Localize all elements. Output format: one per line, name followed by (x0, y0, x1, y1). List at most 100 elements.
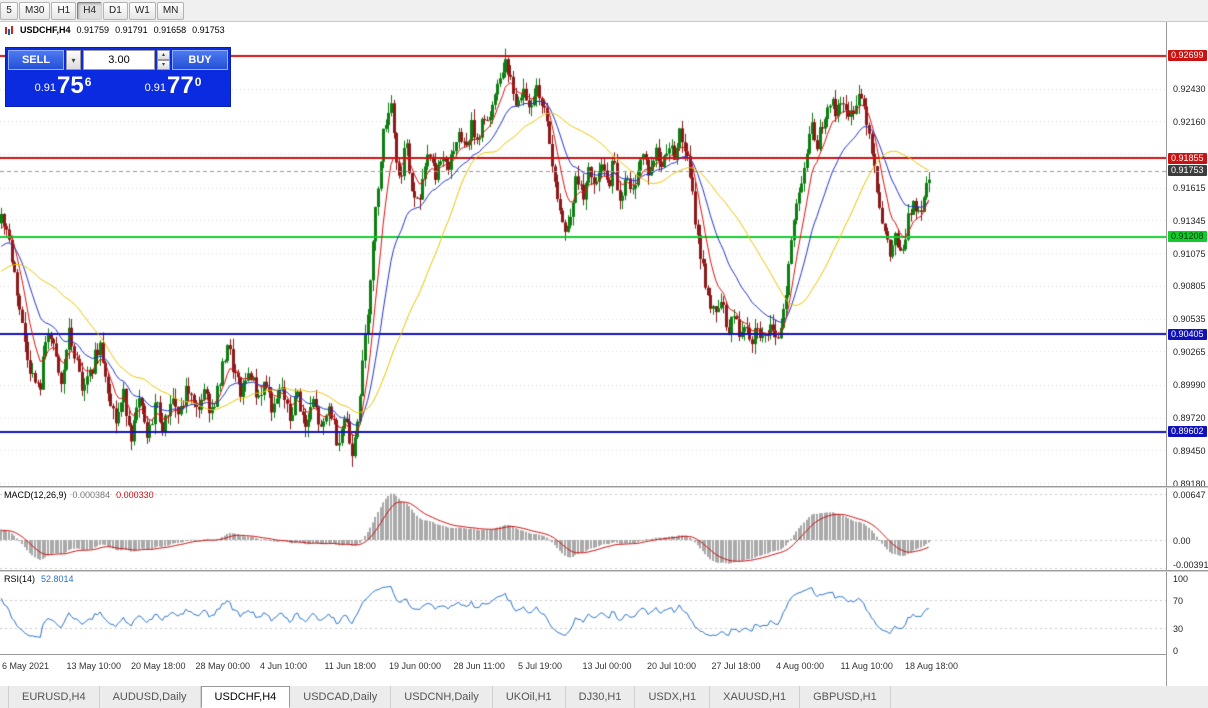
price-level-badge: 0.91855 (1168, 152, 1207, 164)
macd-header: MACD(12,26,9) 0.000384 0.000330 (4, 490, 154, 500)
macd-signal-value: 0.000330 (116, 490, 154, 500)
sell-button[interactable]: SELL (8, 50, 64, 70)
price-tick-label: 0.89990 (1173, 380, 1206, 391)
timeframe-button-d1[interactable]: D1 (103, 1, 128, 20)
time-tick-label: 27 Jul 18:00 (711, 661, 761, 671)
rsi-axis-label: 0 (1173, 646, 1179, 656)
macd-splitter[interactable] (0, 486, 1208, 488)
ohlc-low: 0.91658 (153, 25, 187, 35)
volume-dropdown-button[interactable]: ▾ (66, 50, 81, 70)
timeframe-button-h1[interactable]: H1 (51, 1, 77, 20)
time-tick-label: 5 Jul 19:00 (518, 661, 563, 671)
volume-input[interactable]: 3.00 (83, 50, 155, 70)
chart-tab-bar: EURUSD,H4 AUDUSD,Daily USDCHF,H4 USDCAD,Dai… (0, 686, 1208, 708)
chart-tab-ukoil-h1[interactable]: UKOil,H1 (493, 686, 566, 708)
price-level-badge: 0.90405 (1168, 328, 1207, 340)
volume-up-button[interactable]: ▴ (157, 50, 170, 60)
price-tick-label: 0.91345 (1173, 215, 1206, 226)
chart-tab-usdx-h1[interactable]: USDX,H1 (635, 686, 711, 708)
price-tick-label: 0.91615 (1173, 183, 1206, 194)
chart-tab-gbpusd-h1[interactable]: GBPUSD,H1 (800, 686, 891, 708)
timeframe-toolbar: 5 M30 H1 H4 D1 W1 MN (0, 0, 1208, 22)
timeframe-button-m30[interactable]: M30 (19, 1, 51, 20)
time-tick-label: 28 Jun 11:00 (453, 661, 505, 671)
timeframe-button-5[interactable]: 5 (0, 1, 18, 20)
ohlc-open: 0.91759 (76, 25, 110, 35)
chart-tab-usdcad-daily[interactable]: USDCAD,Daily (290, 686, 392, 708)
buy-price-big: 77 (167, 72, 194, 99)
time-tick-label: 20 Jul 10:00 (647, 661, 697, 671)
chart-tab-usdcnh-daily[interactable]: USDCNH,Daily (391, 686, 493, 708)
time-axis[interactable]: 6 May 2021 13 May 10:00 20 May 18:00 28 May… (0, 654, 1166, 686)
price-tick-label: 0.92430 (1173, 84, 1206, 95)
buy-price[interactable]: 0.91 77 0 (118, 70, 228, 104)
price-tick-label: 0.91075 (1173, 248, 1206, 259)
timeframe-button-h4[interactable]: H4 (77, 1, 103, 20)
sell-price-prefix: 0.91 (34, 82, 57, 94)
time-tick-label: 11 Jun 18:00 (324, 661, 376, 671)
time-tick-label: 20 May 18:00 (131, 661, 186, 671)
price-level-badge: 0.91208 (1168, 231, 1207, 243)
time-tick-label: 4 Jun 10:00 (260, 661, 308, 671)
ohlc-close: 0.91753 (192, 25, 225, 35)
macd-axis-label: -0.00391 (1173, 560, 1208, 570)
macd-canvas[interactable] (0, 488, 1166, 570)
price-tick-label: 0.90535 (1173, 314, 1206, 325)
macd-label: MACD(12,26,9) (4, 490, 67, 500)
chart-tab-audusd-daily[interactable]: AUDUSD,Daily (100, 686, 201, 708)
ohlc-high: 0.91791 (115, 25, 148, 35)
rsi-value: 52.8014 (41, 574, 74, 584)
chart-window: USDCHF,H4 0.91759 0.91791 0.91658 0.9175… (0, 22, 1208, 686)
timeframe-button-mn[interactable]: MN (156, 1, 185, 20)
chart-tab-xauusd-h1[interactable]: XAUUSD,H1 (710, 686, 801, 708)
one-click-trading-panel: SELL ▾ 3.00 ▴ ▾ BUY 0.91 75 6 0.91 77 0 (6, 48, 230, 106)
chart-symbol-label: USDCHF,H4 (20, 25, 71, 35)
macd-axis-label: 0.00 (1173, 535, 1191, 546)
rsi-canvas[interactable] (0, 572, 1166, 654)
price-tick-label: 0.90265 (1173, 346, 1206, 357)
rsi-header: RSI(14) 52.8014 (4, 574, 74, 584)
buy-price-pip: 0 (194, 75, 202, 89)
price-level-badge: 0.91753 (1168, 165, 1207, 177)
buy-button[interactable]: BUY (172, 50, 228, 70)
chart-tab-usdchf-h4[interactable]: USDCHF,H4 (200, 686, 291, 708)
price-tick-label: 0.92160 (1173, 116, 1206, 127)
chart-tab-dj30-h1[interactable]: DJ30,H1 (566, 686, 636, 708)
time-tick-label: 13 May 10:00 (66, 661, 122, 671)
volume-spinner: ▴ ▾ (157, 50, 170, 70)
buy-price-prefix: 0.91 (144, 82, 167, 94)
price-axis[interactable]: 0.92430 0.92160 0.91615 0.91345 0.91075 0.908… (1166, 22, 1208, 686)
time-tick-label: 11 Aug 10:00 (840, 661, 893, 671)
rsi-label: RSI(14) (4, 574, 36, 584)
price-tick-label: 0.89180 (1173, 478, 1206, 489)
price-level-badge: 0.89602 (1168, 426, 1207, 438)
chart-tab-eurusd-h4[interactable]: EURUSD,H4 (8, 686, 100, 708)
rsi-splitter[interactable] (0, 570, 1208, 572)
rsi-axis-label: 70 (1173, 595, 1184, 606)
rsi-axis-label: 100 (1173, 574, 1189, 584)
price-tick-label: 0.89450 (1173, 445, 1206, 456)
sell-price-big: 75 (57, 72, 84, 99)
sell-price[interactable]: 0.91 75 6 (8, 70, 118, 104)
macd-value: 0.000384 (72, 490, 111, 500)
chart-title-bar: USDCHF,H4 0.91759 0.91791 0.91658 0.9175… (0, 22, 1166, 38)
time-tick-label: 4 Aug 00:00 (776, 661, 825, 671)
price-level-badge: 0.92699 (1168, 50, 1207, 62)
macd-axis-label: 0.00647 (1173, 489, 1206, 500)
macd-panel[interactable]: MACD(12,26,9) 0.000384 0.000330 (0, 488, 1166, 570)
price-tick-label: 0.90805 (1173, 281, 1206, 292)
volume-down-button[interactable]: ▾ (157, 60, 170, 70)
time-tick-label: 18 Aug 18:00 (905, 661, 959, 671)
chart-icon (5, 25, 14, 35)
time-tick-label: 6 May 2021 (2, 661, 50, 671)
candlestick-canvas[interactable] (0, 38, 1166, 486)
price-tick-label: 0.89720 (1173, 413, 1206, 424)
sell-price-pip: 6 (84, 75, 92, 89)
rsi-axis-label: 30 (1173, 624, 1184, 635)
timeframe-button-w1[interactable]: W1 (128, 1, 156, 20)
main-price-chart[interactable] (0, 38, 1166, 486)
rsi-panel[interactable]: RSI(14) 52.8014 (0, 572, 1166, 654)
time-tick-label: 13 Jul 00:00 (582, 661, 632, 671)
time-tick-label: 28 May 00:00 (195, 661, 251, 671)
